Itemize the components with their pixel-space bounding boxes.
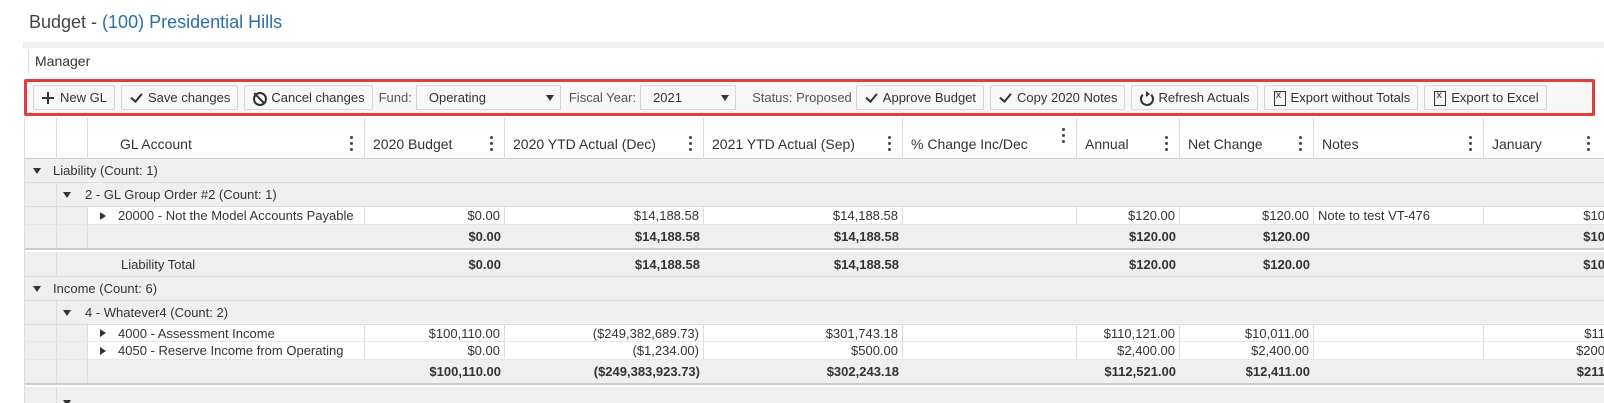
- column-menu-icon[interactable]: [689, 136, 693, 151]
- title-divider: [23, 42, 1604, 48]
- new-gl-label: New GL: [60, 90, 107, 105]
- chevron-down-icon: [545, 94, 554, 101]
- group-indent-header: [57, 118, 88, 159]
- subtotal-row: $0.00 $14,188.58 $14,188.58 $120.00 $120…: [25, 225, 1604, 250]
- fiscal-year-value: 2021: [653, 90, 682, 105]
- approve-budget-button[interactable]: Approve Budget: [855, 85, 985, 110]
- subgroup-label: 2 - GL Group Order #2 (Count: 1): [85, 187, 277, 202]
- table-row[interactable]: 4050 - Reserve Income from Operating $0.…: [25, 342, 1604, 360]
- page-title: Budget - (100) Presidential Hills: [29, 12, 282, 33]
- group-total-label: Liability Total: [121, 256, 196, 272]
- section-bar: Manager: [28, 50, 1604, 74]
- column-menu-icon[interactable]: [1299, 136, 1303, 151]
- save-changes-label: Save changes: [147, 90, 231, 105]
- chevron-down-icon: [721, 94, 730, 101]
- column-menu-icon[interactable]: [350, 136, 354, 151]
- check-icon: [129, 91, 143, 105]
- group-row-income[interactable]: Income (Count: 6): [25, 277, 1604, 301]
- excel-file-icon: [1272, 90, 1286, 106]
- subtotal-row: $100,110.00 ($249,383,923.73) $302,243.1…: [25, 360, 1604, 385]
- column-menu-icon[interactable]: [1062, 128, 1066, 143]
- group-total-row: Liability Total $0.00 $14,188.58 $14,188…: [25, 252, 1604, 277]
- collapse-icon[interactable]: [33, 159, 41, 182]
- excel-file-icon: [1432, 90, 1447, 106]
- export-without-totals-button[interactable]: Export without Totals: [1263, 85, 1419, 110]
- budget-status: Status: Proposed: [752, 90, 852, 105]
- page-title-prefix: Budget -: [29, 12, 103, 32]
- approve-budget-label: Approve Budget: [882, 90, 977, 105]
- refresh-actuals-button[interactable]: Refresh Actuals: [1131, 85, 1258, 110]
- expand-icon[interactable]: [100, 329, 106, 337]
- cancel-changes-label: Cancel changes: [271, 90, 365, 105]
- refresh-icon: [1139, 90, 1155, 106]
- fund-value: Operating: [428, 90, 486, 105]
- column-menu-icon[interactable]: [1587, 136, 1591, 151]
- expand-icon[interactable]: [100, 346, 106, 355]
- property-name[interactable]: (100) Presidential Hills: [102, 12, 283, 32]
- column-header-2020-ytd[interactable]: 2020 YTD Actual (Dec): [505, 118, 704, 159]
- column-header-pct-change[interactable]: % Change Inc/Dec: [903, 118, 1077, 159]
- subgroup-label: 4 - Whatever4 (Count: 2): [85, 305, 229, 320]
- refresh-actuals-label: Refresh Actuals: [1158, 90, 1250, 105]
- column-header-january[interactable]: January: [1484, 118, 1604, 159]
- table-row[interactable]: 20000 - Not the Model Accounts Payable $…: [25, 207, 1604, 225]
- column-menu-icon[interactable]: [888, 136, 892, 151]
- plus-icon: [41, 91, 55, 105]
- export-without-totals-label: Export without Totals: [1290, 90, 1411, 105]
- column-menu-icon[interactable]: [490, 136, 494, 151]
- cancel-changes-button[interactable]: Cancel changes: [244, 85, 373, 110]
- fund-select[interactable]: Operating: [415, 85, 561, 110]
- column-header-annual[interactable]: Annual: [1077, 118, 1180, 159]
- section-label: Manager: [35, 53, 91, 69]
- fund-label: Fund:: [378, 90, 412, 105]
- expand-icon[interactable]: [100, 211, 106, 220]
- collapse-icon[interactable]: [33, 277, 41, 300]
- column-header-2020-budget[interactable]: 2020 Budget: [365, 118, 505, 159]
- table-row[interactable]: 4000 - Assessment Income $100,110.00 ($2…: [25, 325, 1604, 342]
- export-to-excel-label: Export to Excel: [1451, 90, 1539, 105]
- grid-header: GL Account 2020 Budget 2020 YTD Actual (…: [25, 118, 1604, 159]
- group-row-liability[interactable]: Liability (Count: 1): [25, 159, 1604, 183]
- check-icon: [998, 91, 1012, 105]
- column-header-net-change[interactable]: Net Change: [1180, 118, 1314, 159]
- subgroup-row-liability[interactable]: 2 - GL Group Order #2 (Count: 1): [25, 183, 1604, 207]
- check-icon: [864, 91, 878, 105]
- column-menu-icon[interactable]: [1165, 136, 1169, 151]
- subgroup-row-income[interactable]: 4 - Whatever4 (Count: 2): [25, 301, 1604, 325]
- new-gl-button[interactable]: New GL: [33, 85, 115, 110]
- column-header-notes[interactable]: Notes: [1314, 118, 1484, 159]
- collapse-icon[interactable]: [63, 183, 71, 206]
- group-indent-header: [25, 118, 57, 159]
- group-label: Income (Count: 6): [53, 281, 158, 296]
- column-header-gl-account[interactable]: GL Account: [88, 118, 365, 159]
- export-to-excel-button[interactable]: Export to Excel: [1424, 85, 1547, 110]
- budget-grid: GL Account 2020 Budget 2020 YTD Actual (…: [24, 118, 1604, 403]
- collapse-icon[interactable]: [63, 387, 71, 403]
- collapse-icon[interactable]: [63, 301, 71, 324]
- ban-icon: [252, 91, 268, 106]
- column-menu-icon[interactable]: [1469, 136, 1473, 151]
- subgroup-row-partial[interactable]: [25, 387, 1604, 403]
- fiscal-year-label: Fiscal Year:: [568, 90, 637, 105]
- group-label: Liability (Count: 1): [53, 163, 158, 178]
- column-header-2021-ytd[interactable]: 2021 YTD Actual (Sep): [704, 118, 903, 159]
- copy-notes-label: Copy 2020 Notes: [1017, 90, 1118, 105]
- save-changes-button[interactable]: Save changes: [120, 85, 239, 110]
- copy-notes-button[interactable]: Copy 2020 Notes: [990, 85, 1126, 110]
- fiscal-year-select[interactable]: 2021: [640, 85, 737, 110]
- budget-toolbar: New GL Save changes Cancel changes Fund:…: [24, 79, 1595, 116]
